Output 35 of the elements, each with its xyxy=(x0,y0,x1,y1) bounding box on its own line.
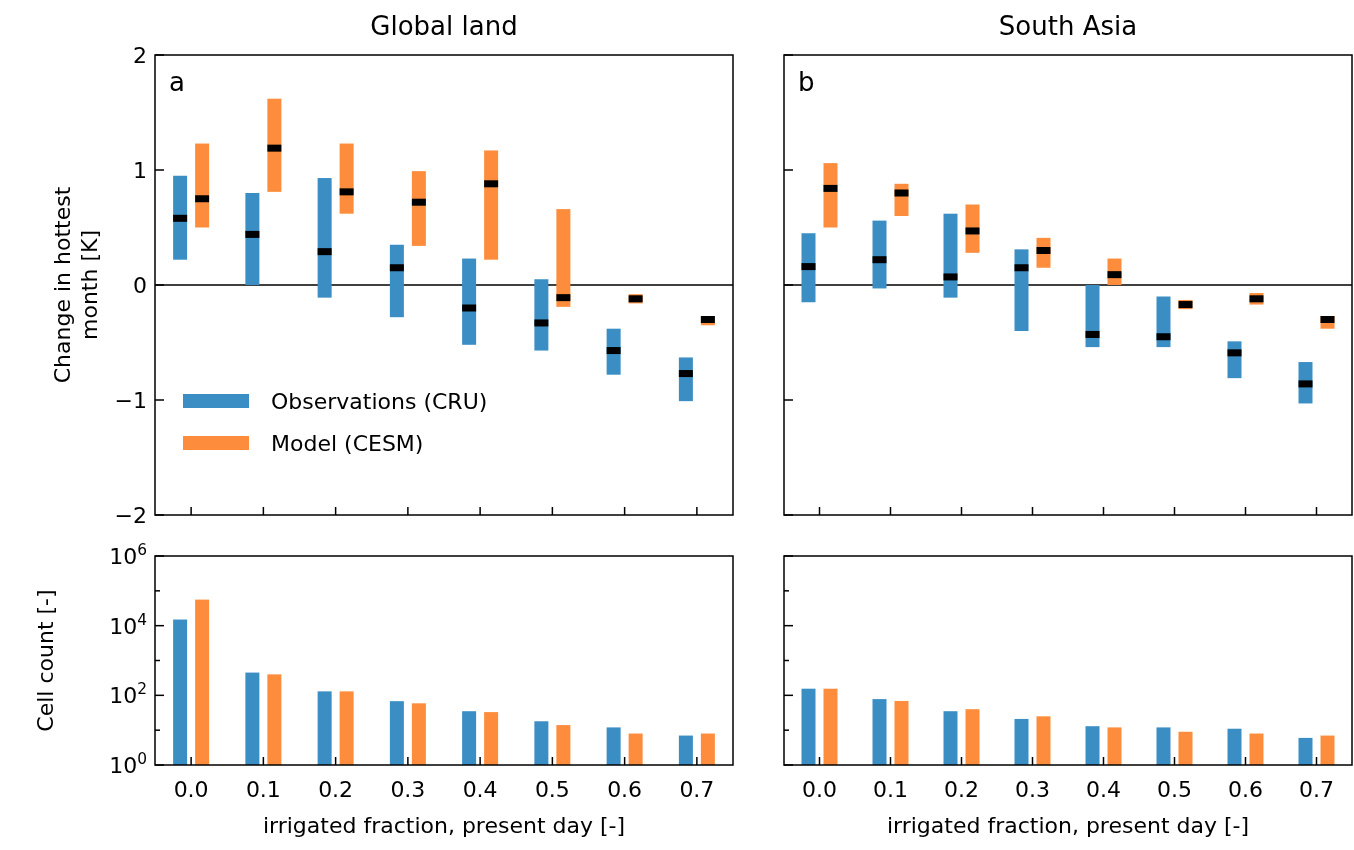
y-tick-label: 0 xyxy=(133,273,147,298)
y-axis-title: Cell count [-] xyxy=(33,589,58,732)
x-axis-title: irrigated fraction, present day [-] xyxy=(886,813,1250,838)
y-tick-label: 10$^{2}$ xyxy=(109,680,147,709)
x-tick-label: 0.5 xyxy=(1157,777,1192,802)
x-tick-label: 0.0 xyxy=(802,777,837,802)
x-tick-label: 0.1 xyxy=(873,777,908,802)
x-tick-label: 0.5 xyxy=(534,777,570,802)
chart-title: Global land xyxy=(370,11,518,41)
x-tick-label: 0.6 xyxy=(1228,777,1263,802)
y-tick-label: 10$^{6}$ xyxy=(109,541,147,569)
y-tick-label: 1 xyxy=(133,158,147,183)
y-tick-label: 10$^{4}$ xyxy=(109,610,147,639)
annotation: b xyxy=(798,67,815,97)
y-tick-label: −1 xyxy=(114,388,147,413)
y-tick-label: −2 xyxy=(114,503,147,528)
annotation: a xyxy=(169,67,185,97)
legend-label: Model (CESM) xyxy=(271,431,424,456)
x-tick-label: 0.1 xyxy=(245,777,281,802)
chart-title: South Asia xyxy=(998,11,1138,41)
x-tick-label: 0.0 xyxy=(173,777,209,802)
x-tick-label: 0.4 xyxy=(462,777,498,802)
x-tick-label: 0.3 xyxy=(390,777,426,802)
y-tick-label: 10$^{0}$ xyxy=(109,750,147,778)
x-tick-label: 0.2 xyxy=(944,777,979,802)
x-tick-label: 0.6 xyxy=(607,777,643,802)
y-tick-label: 2 xyxy=(133,43,147,68)
x-tick-label: 0.2 xyxy=(318,777,354,802)
x-axis-title: irrigated fraction, present day [-] xyxy=(262,813,626,838)
x-tick-label: 0.3 xyxy=(1015,777,1050,802)
x-tick-label: 0.4 xyxy=(1086,777,1121,802)
x-tick-label: 0.7 xyxy=(679,777,715,802)
x-tick-label: 0.7 xyxy=(1299,777,1334,802)
legend-label: Observations (CRU) xyxy=(271,389,488,414)
y-axis-title: Change in hottest month [K] xyxy=(50,186,102,384)
